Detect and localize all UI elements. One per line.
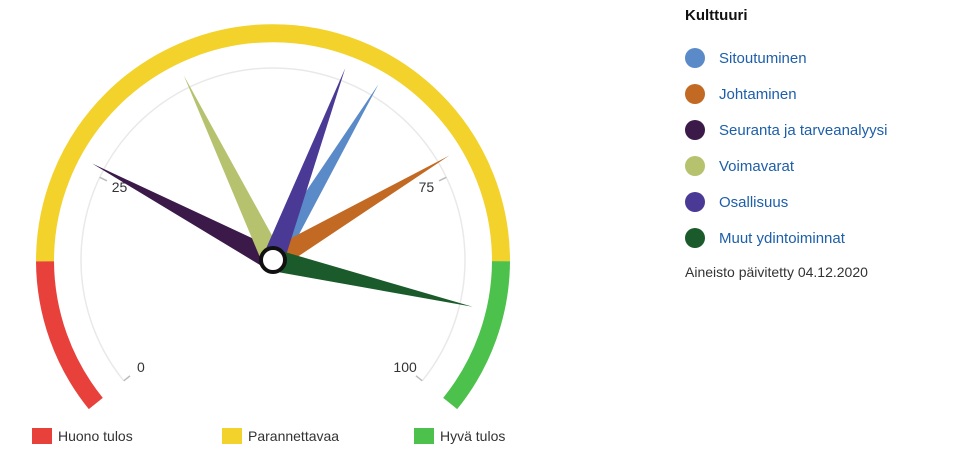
gauge-tick-0 — [123, 375, 131, 382]
band-legend: Huono tulos Parannettavaa Hyvä tulos — [32, 428, 592, 448]
legend-title: Kulttuuri — [685, 7, 748, 24]
legend-label-osallisuus[interactable]: Osallisuus — [719, 193, 789, 211]
needle-johtaminen[interactable] — [267, 155, 450, 270]
band-legend-item-hyva: Hyvä tulos — [414, 428, 505, 444]
gauge-tick-label-0: 0 — [137, 359, 145, 375]
legend-item-seuranta[interactable]: Seuranta ja tarveanalyysi — [685, 112, 945, 148]
gauge-tick-75 — [438, 176, 447, 182]
band-swatch-parannettavaa — [222, 428, 242, 444]
legend-dot-muut — [685, 228, 705, 248]
legend-item-voimavarat[interactable]: Voimavarat — [685, 148, 945, 184]
band-label-hyva: Hyvä tulos — [440, 428, 506, 444]
gauge-hub — [259, 246, 287, 274]
legend-label-voimavarat[interactable]: Voimavarat — [719, 157, 795, 175]
legend-item-osallisuus[interactable]: Osallisuus — [685, 184, 945, 220]
gauge-tick-25 — [99, 176, 108, 182]
gauge-needles — [92, 68, 473, 307]
legend-dot-sitoutuminen — [685, 48, 705, 68]
gauge-chart: 0 25 75 100 — [36, 24, 510, 410]
legend-label-johtaminen[interactable]: Johtaminen — [719, 85, 797, 103]
band-label-parannettavaa: Parannettavaa — [248, 428, 340, 444]
legend-label-sitoutuminen[interactable]: Sitoutuminen — [719, 49, 807, 67]
legend-dot-johtaminen — [685, 84, 705, 104]
legend-item-muut[interactable]: Muut ydintoiminnat — [685, 220, 945, 256]
legend-dot-seuranta — [685, 120, 705, 140]
needle-muut-ydintoiminnat[interactable] — [270, 249, 473, 307]
gauge-ticks: 0 25 75 100 — [99, 176, 447, 382]
gauge-band-0 — [36, 261, 103, 410]
data-updated-note: Aineisto päivitetty 04.12.2020 — [685, 264, 868, 280]
legend-label-muut[interactable]: Muut ydintoiminnat — [719, 229, 845, 247]
gauge-inner-track — [80, 67, 466, 382]
gauge-tick-label-25: 25 — [112, 179, 128, 195]
gauge-band-1 — [36, 24, 510, 262]
needle-seuranta-ja-tarveanalyysi[interactable] — [92, 163, 279, 270]
band-legend-item-huono: Huono tulos — [32, 428, 133, 444]
legend-label-seuranta[interactable]: Seuranta ja tarveanalyysi — [719, 121, 888, 139]
gauge-tick-100 — [415, 375, 423, 382]
needle-osallisuus[interactable] — [262, 68, 346, 264]
band-swatch-huono — [32, 428, 52, 444]
gauge-tick-label-75: 75 — [419, 179, 435, 195]
gauge-bands — [36, 24, 510, 410]
gauge-band-2 — [443, 261, 510, 410]
gauge-tick-label-100: 100 — [393, 359, 417, 375]
band-swatch-hyva — [414, 428, 434, 444]
legend-dot-osallisuus — [685, 192, 705, 212]
legend-dot-voimavarat — [685, 156, 705, 176]
legend-item-johtaminen[interactable]: Johtaminen — [685, 76, 945, 112]
band-label-huono: Huono tulos — [58, 428, 133, 444]
band-legend-item-parannettavaa: Parannettavaa — [222, 428, 339, 444]
series-legend: Kulttuuri Sitoutuminen Johtaminen Seuran… — [685, 6, 945, 280]
legend-item-sitoutuminen[interactable]: Sitoutuminen — [685, 40, 945, 76]
needle-voimavarat[interactable] — [183, 75, 283, 265]
